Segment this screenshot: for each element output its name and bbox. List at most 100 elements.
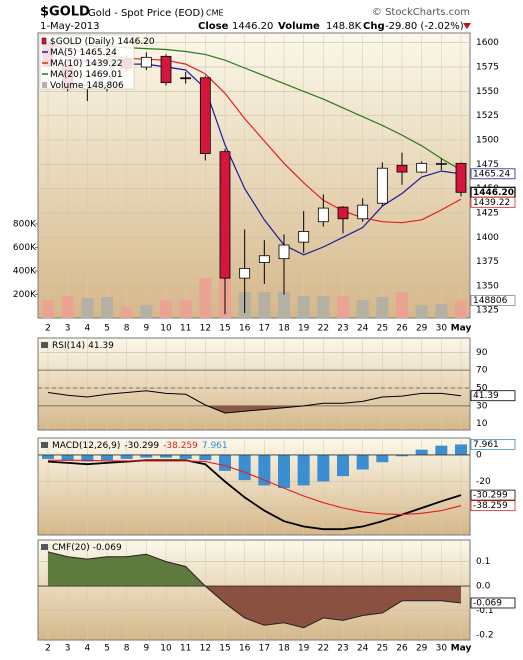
plot-layer: 1325135013751400142514501475150015251550… <box>13 33 516 654</box>
close-label: Close <box>198 21 229 32</box>
volume-bar <box>278 292 290 318</box>
candle-body <box>239 267 251 279</box>
x-tick-label: 25 <box>377 324 388 334</box>
x-tick-label: 19 <box>298 644 310 654</box>
legend-name: Volume <box>50 81 84 91</box>
x-tick-label: 26 <box>396 324 408 334</box>
panel-icon <box>41 342 48 348</box>
indicator-value: -38.259 <box>163 441 198 451</box>
volume-bar <box>258 292 271 318</box>
y-tick-label: 0.1 <box>476 557 490 567</box>
candle-body <box>435 162 447 165</box>
x-tick-label: 3 <box>65 644 71 654</box>
legend-box <box>39 34 135 90</box>
volume-bar <box>101 296 113 318</box>
legend-entry: Volume 148,806 <box>50 81 124 91</box>
indicator-value: 41.39 <box>88 341 114 351</box>
histogram-bar <box>396 454 408 457</box>
x-tick-label: 8 <box>124 644 130 654</box>
legend-entry: MA(20) 1469.01 <box>50 70 123 80</box>
x-tick-label: 23 <box>337 324 348 334</box>
x-tick-label: 4 <box>84 324 90 334</box>
y-tick-label: 30 <box>476 401 488 411</box>
x-tick-label: 22 <box>318 644 329 654</box>
histogram-bar <box>435 445 448 455</box>
y-tick-label: 1600 <box>476 38 499 48</box>
x-tick-label: 18 <box>278 644 290 654</box>
histogram-bar <box>179 454 192 459</box>
indicator-value: 7.961 <box>202 441 228 451</box>
date: 1-May-2013 <box>40 21 100 32</box>
candle-body <box>180 77 192 80</box>
histogram-bar <box>376 454 389 463</box>
volume-bar <box>317 296 330 318</box>
legend-value: 1465.24 <box>80 48 117 58</box>
volume-bar <box>120 306 133 318</box>
candle-body <box>317 207 329 223</box>
value-tag: -38.259 <box>473 501 508 511</box>
x-tick-label: 17 <box>259 324 270 334</box>
y-tick-label: -0.1 <box>476 606 494 616</box>
x-tick-label: May <box>451 324 472 334</box>
rsi-panel <box>37 337 471 431</box>
y-tick-label: 0 <box>476 450 482 460</box>
volume-bar <box>297 296 310 318</box>
x-tick-label: 24 <box>357 324 369 334</box>
x-tick-label: 12 <box>200 324 211 334</box>
y-tick-label: -20 <box>476 477 491 487</box>
macd-line <box>48 459 462 516</box>
histogram-bar <box>258 454 271 486</box>
x-tick-label: 16 <box>239 644 251 654</box>
legend-entry: MA(10) 1439.22 <box>50 59 123 69</box>
candle-body <box>455 162 467 193</box>
instrument-name: Gold - Spot Price (EOD) <box>88 8 204 19</box>
value-tag-box <box>470 295 516 306</box>
value-tag-box <box>470 597 516 609</box>
x-tick-label: 19 <box>298 324 310 334</box>
y-tick-label: 1350 <box>476 281 499 291</box>
x-tick-label: 29 <box>416 324 428 334</box>
x-tick-label: 30 <box>436 324 448 334</box>
y-tick-label: 70 <box>476 366 488 376</box>
candle-body <box>199 77 211 155</box>
indicator-name: MACD(12,26,9) <box>52 441 120 451</box>
candle-body <box>160 55 172 84</box>
x-tick-label: 3 <box>65 324 71 334</box>
panel-icon <box>41 544 48 550</box>
x-tick-label: 2 <box>45 644 51 654</box>
down-arrow <box>463 23 471 29</box>
indicator-name: CMF(20) <box>52 543 90 553</box>
volume-bar <box>61 296 74 318</box>
legend-value: 148,806 <box>86 81 123 91</box>
candle-body <box>140 56 152 68</box>
candle-body <box>219 151 231 279</box>
legend-name: MA(5) <box>50 48 77 58</box>
volume-bar <box>376 296 389 318</box>
histogram-bar <box>140 454 153 458</box>
histogram-bar <box>81 454 94 462</box>
x-tick-label: 10 <box>160 644 172 654</box>
volume-bar <box>42 300 54 318</box>
y-tick-label: 1400 <box>476 233 499 243</box>
histogram-bar <box>101 454 113 461</box>
value-tag-box <box>470 168 516 180</box>
x-tick-label: 29 <box>416 644 428 654</box>
histogram-bar <box>42 454 54 459</box>
x-tick-label: 16 <box>239 324 251 334</box>
legend-name: $GOLD (Daily) <box>50 37 114 47</box>
volume-bar <box>81 298 94 318</box>
y-tick-label: 1325 <box>476 306 499 316</box>
x-tick-label: 15 <box>219 644 230 654</box>
y-tick-label: 0.0 <box>476 582 491 592</box>
value-tag: 1439.22 <box>473 198 510 208</box>
histogram-bar <box>61 454 74 461</box>
rsi-line <box>47 390 462 414</box>
legend-entry: $GOLD (Daily) 1446.20 <box>50 37 155 47</box>
histogram-bar <box>278 454 290 489</box>
legend-volume <box>42 82 47 88</box>
y-tick-label: 90 <box>476 348 488 358</box>
volume-bar <box>435 304 448 318</box>
x-tick-label: 17 <box>259 644 270 654</box>
cmf-line <box>47 551 462 629</box>
